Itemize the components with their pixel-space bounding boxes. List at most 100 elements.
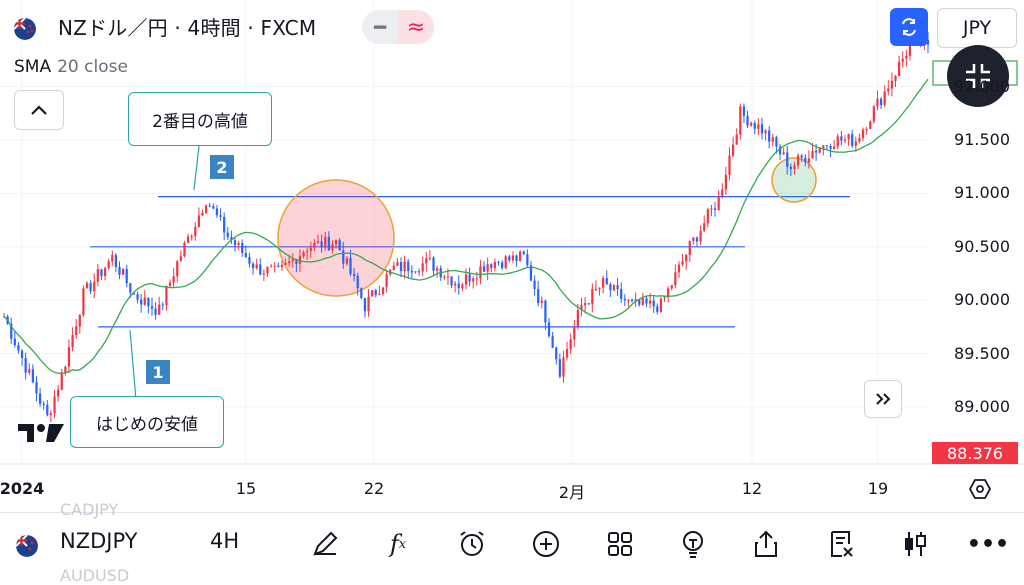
candle-body: [259, 264, 262, 275]
candle-body: [620, 289, 623, 299]
candle-body: [818, 148, 821, 153]
candle-body: [623, 298, 626, 301]
more-icon[interactable]: •••: [966, 531, 1010, 557]
candle-body: [129, 283, 132, 293]
candle-body: [277, 265, 280, 268]
candle-body: [280, 264, 284, 268]
candle-body: [659, 298, 663, 312]
candle-body: [147, 297, 150, 307]
indicator-params: 20 close: [57, 57, 128, 77]
candle-body: [360, 288, 363, 298]
candle-body: [685, 254, 688, 262]
grid-icon[interactable]: [602, 526, 638, 562]
candle-body: [468, 274, 471, 282]
candle-body: [865, 128, 868, 130]
candle-body: [316, 241, 320, 243]
candle-body: [46, 404, 49, 416]
candle-body: [284, 263, 287, 265]
scroll-right-button[interactable]: [864, 380, 902, 418]
candle-body: [652, 300, 655, 307]
candle-body: [768, 130, 771, 142]
candle-body: [374, 290, 377, 296]
candle-body: [241, 243, 244, 253]
candle-body: [410, 270, 413, 273]
indicator-name: SMA: [14, 57, 52, 77]
candle-body: [515, 255, 518, 261]
time-tick-label: 2月: [558, 483, 586, 502]
lightbulb-icon[interactable]: [675, 526, 711, 562]
timeframe-button[interactable]: 4H: [210, 529, 240, 553]
candle-body: [775, 137, 778, 147]
callout-second-high[interactable]: 2番目の高値: [128, 92, 272, 146]
candle-body: [908, 43, 912, 56]
candle-body: [352, 274, 356, 276]
plus-circle-icon[interactable]: [528, 526, 564, 562]
chart-mode-toggle[interactable]: ━ ≈: [362, 10, 434, 44]
candle-body: [432, 257, 435, 271]
candle-body: [215, 208, 219, 216]
candle-body: [786, 152, 789, 167]
candle-body: [367, 296, 370, 312]
candle-body: [20, 350, 24, 359]
sync-button[interactable]: [890, 8, 928, 46]
candle-body: [681, 261, 684, 265]
candle-body: [641, 298, 644, 305]
candle-body: [746, 115, 749, 126]
candle-body: [804, 157, 807, 163]
candle-body: [93, 281, 96, 292]
candle-body: [237, 243, 240, 246]
candle-body: [771, 137, 774, 142]
notes-icon[interactable]: [824, 526, 860, 562]
candle-body: [42, 403, 45, 405]
candle-body: [194, 226, 197, 237]
candle-body: [825, 145, 829, 147]
candle-body: [742, 106, 746, 116]
candle-body: [143, 297, 146, 305]
candle-body: [327, 236, 330, 251]
currency-button[interactable]: JPY: [937, 8, 1017, 48]
candle-body: [688, 241, 691, 255]
candle-body: [800, 155, 803, 158]
candle-body: [414, 271, 417, 273]
indicator-legend[interactable]: SMA 20 close: [14, 57, 128, 77]
candle-body: [107, 261, 110, 269]
candle-body: [396, 262, 399, 266]
candle-body: [266, 266, 269, 274]
callout-first-low[interactable]: はじめの安値: [70, 396, 224, 448]
candle-body: [721, 189, 724, 197]
symbol-button[interactable]: NZDJPY: [60, 529, 138, 553]
settings-hex-icon[interactable]: [968, 477, 992, 501]
collapse-legend-button[interactable]: [14, 90, 64, 130]
share-icon[interactable]: [748, 526, 784, 562]
minus-icon[interactable]: ━: [362, 10, 398, 44]
candle-body: [385, 274, 388, 288]
candle-body: [482, 266, 486, 272]
candle-body: [356, 275, 359, 289]
pen-icon[interactable]: [307, 526, 343, 562]
current-price-label: 88.376: [932, 442, 1018, 464]
candle-body: [883, 91, 886, 105]
candle-body: [121, 268, 125, 275]
candle-body: [905, 55, 908, 59]
candle-body: [475, 278, 478, 280]
approx-icon[interactable]: ≈: [398, 10, 434, 44]
callout-pointer-low: [129, 329, 137, 401]
candle-body: [591, 288, 594, 305]
alarm-icon[interactable]: [454, 526, 490, 562]
candle-body: [132, 292, 136, 295]
candle-body: [497, 262, 500, 264]
chart-title[interactable]: NZドル／円 · 4時間 · FXCM: [58, 16, 317, 40]
candle-body: [580, 305, 583, 311]
candle-body: [511, 255, 515, 261]
collapse-fullscreen-button[interactable]: [947, 45, 1009, 107]
candle-body: [53, 396, 56, 414]
candles-icon[interactable]: [897, 526, 933, 562]
candle-body: [789, 166, 792, 170]
candle-body: [342, 250, 345, 264]
candle-body: [872, 106, 875, 122]
candle-body: [114, 254, 118, 267]
candle-body: [457, 283, 460, 289]
candle-body: [183, 242, 186, 257]
candle-body: [461, 284, 464, 289]
